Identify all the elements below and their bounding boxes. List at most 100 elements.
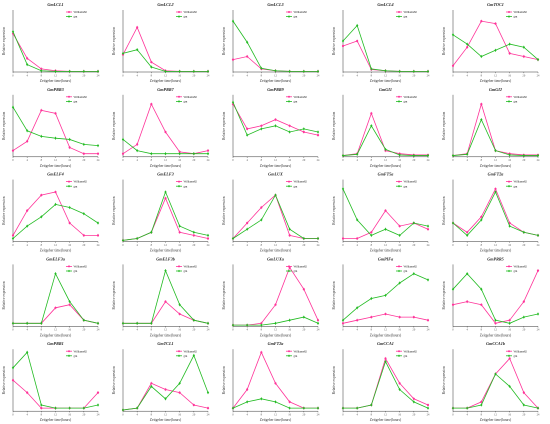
- x-tick-label: 8: [371, 244, 373, 247]
- data-point: [288, 124, 291, 127]
- x-tick-label: 12: [54, 414, 57, 417]
- y-axis-label: Relative expression: [332, 196, 336, 224]
- data-point: [25, 224, 29, 228]
- data-point: [11, 30, 15, 34]
- data-point: [494, 22, 497, 25]
- series-line: [123, 269, 209, 324]
- legend-marker: [177, 269, 181, 273]
- data-point: [370, 403, 373, 407]
- y-axis-label: Relative expression: [332, 281, 336, 309]
- x-tick-label: 16: [398, 329, 401, 332]
- data-point: [316, 319, 320, 322]
- data-point: [68, 303, 71, 306]
- chart-title: GmPRR3: [47, 87, 64, 92]
- x-tick-label: 4: [466, 74, 468, 77]
- x-tick-label: 20: [522, 244, 525, 247]
- data-point: [316, 237, 320, 240]
- data-point: [384, 227, 387, 231]
- x-tick-label: 8: [41, 329, 43, 332]
- series-line: [452, 34, 539, 60]
- legend-marker: [177, 184, 181, 188]
- data-point: [508, 153, 511, 157]
- x-tick-label: 4: [466, 414, 468, 417]
- x-tick-label: 0: [342, 159, 344, 162]
- data-point: [164, 197, 167, 200]
- data-point: [11, 237, 15, 240]
- chart-title: GmLCL3: [267, 2, 283, 7]
- data-point: [246, 55, 249, 58]
- series-line: [122, 103, 209, 155]
- x-tick-label: 0: [12, 329, 14, 332]
- chart-title: GmPIFa: [378, 256, 393, 261]
- series-line: [343, 360, 429, 409]
- x-tick-label: 4: [246, 159, 248, 162]
- x-tick-label: 8: [41, 159, 43, 162]
- data-point: [426, 406, 430, 410]
- legend-marker: [68, 180, 70, 183]
- data-point: [164, 388, 167, 391]
- data-point: [96, 221, 100, 225]
- x-tick-label: 20: [192, 159, 195, 162]
- x-axis-label: Zeitgeber time(hours): [370, 333, 402, 337]
- chart-title: GmGI1: [379, 87, 392, 92]
- x-axis-label: Zeitgeber time(hours): [480, 79, 512, 83]
- data-point: [398, 388, 401, 391]
- legend-marker: [68, 350, 70, 353]
- data-point: [302, 406, 306, 410]
- x-tick-label: 20: [82, 74, 85, 77]
- data-point: [136, 26, 139, 29]
- legend-label: Williams82: [184, 95, 198, 99]
- legend-label: gm: [294, 100, 298, 104]
- x-tick-label: 20: [192, 414, 195, 417]
- x-tick-label: 16: [68, 329, 71, 332]
- x-tick-label: 8: [481, 414, 483, 417]
- x-tick-label: 24: [317, 329, 320, 332]
- data-point: [302, 69, 306, 73]
- data-point: [465, 152, 469, 156]
- x-tick-label: 24: [97, 414, 100, 417]
- data-point: [370, 297, 373, 300]
- x-tick-label: 4: [466, 329, 468, 332]
- data-point: [54, 272, 57, 276]
- x-tick-label: 0: [232, 74, 234, 77]
- data-point: [26, 140, 29, 143]
- y-axis-label: Relative expression: [222, 281, 226, 309]
- data-point: [384, 312, 387, 316]
- data-point: [288, 318, 291, 322]
- x-tick-label: 12: [274, 244, 277, 247]
- data-point: [384, 209, 387, 212]
- x-tick-label: 24: [207, 329, 210, 332]
- x-tick-label: 12: [384, 244, 387, 247]
- data-point: [260, 127, 263, 131]
- x-tick-label: 4: [136, 414, 138, 417]
- chart-panel: GmCCA1 Relative expression Zeitgeber time(…: [332, 341, 430, 422]
- data-point: [192, 318, 196, 322]
- series-line: [122, 354, 209, 411]
- data-point: [480, 400, 483, 403]
- data-point: [356, 237, 359, 240]
- legend-marker: [288, 180, 290, 183]
- chart-panel: GmELF4 Relative expression Zeitgeber time(…: [2, 172, 100, 253]
- data-point: [384, 360, 387, 363]
- legend-label: gm: [514, 100, 518, 104]
- data-point: [121, 238, 125, 242]
- data-point: [356, 319, 359, 322]
- data-point: [370, 112, 373, 115]
- x-tick-label: 8: [41, 414, 43, 417]
- y-axis-label: Relative expression: [222, 366, 226, 394]
- data-point: [536, 58, 540, 61]
- data-point: [192, 230, 196, 234]
- data-point: [508, 221, 511, 225]
- data-point: [178, 312, 181, 316]
- series-line: [232, 194, 318, 239]
- x-tick-label: 0: [342, 329, 344, 332]
- legend-marker: [67, 354, 71, 358]
- x-tick-label: 12: [54, 159, 57, 162]
- x-tick-label: 8: [151, 74, 153, 77]
- data-point: [96, 144, 100, 148]
- series-line: [122, 139, 208, 155]
- legend-marker: [68, 265, 70, 268]
- legend-marker: [287, 184, 291, 188]
- x-tick-label: 4: [136, 159, 138, 162]
- data-point: [412, 69, 416, 73]
